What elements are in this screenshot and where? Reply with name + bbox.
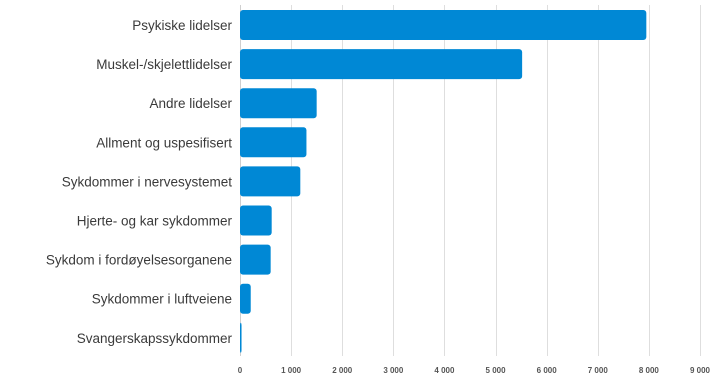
category-label: Psykiske lidelser [132, 18, 232, 33]
bar [240, 127, 307, 158]
x-tick-label: 5 000 [486, 366, 507, 375]
x-tick-label: 8 000 [639, 366, 660, 375]
x-tick-label: 7 000 [588, 366, 609, 375]
category-label: Sykdom i fordøyelsesorganene [46, 253, 232, 268]
bar [240, 244, 271, 275]
bar [240, 88, 317, 119]
x-tick-label: 9 000 [690, 366, 711, 375]
category-label: Hjerte- og kar sykdommer [77, 214, 233, 229]
bar-layer [240, 10, 647, 353]
bar [240, 49, 523, 80]
x-tick-label: 2 000 [332, 366, 353, 375]
x-tick-label-layer: 0 1 000 2 000 3 000 4 000 5 000 6 000 7 000 8 00… [238, 366, 711, 375]
category-label: Sykdommer i nervesystemet [62, 174, 233, 189]
category-label: Sykdommer i luftveiene [92, 292, 232, 307]
category-label: Andre lidelser [149, 96, 232, 111]
bar [240, 322, 242, 353]
category-label: Allment og uspesifisert [96, 135, 232, 150]
bar [240, 10, 647, 40]
x-tick-label: 0 [238, 366, 243, 375]
bar [240, 166, 301, 197]
category-label-layer: Psykiske lidelser Muskel-/skjelettlidelse… [46, 18, 233, 346]
x-tick-label: 4 000 [434, 366, 455, 375]
bar [240, 205, 272, 236]
x-tick-label: 1 000 [281, 366, 302, 375]
category-label: Muskel-/skjelettlidelser [96, 57, 232, 72]
bar [240, 283, 251, 314]
x-tick-label: 3 000 [383, 366, 404, 375]
x-tick-label: 6 000 [537, 366, 558, 375]
category-label: Svangerskapssykdommer [77, 331, 233, 346]
